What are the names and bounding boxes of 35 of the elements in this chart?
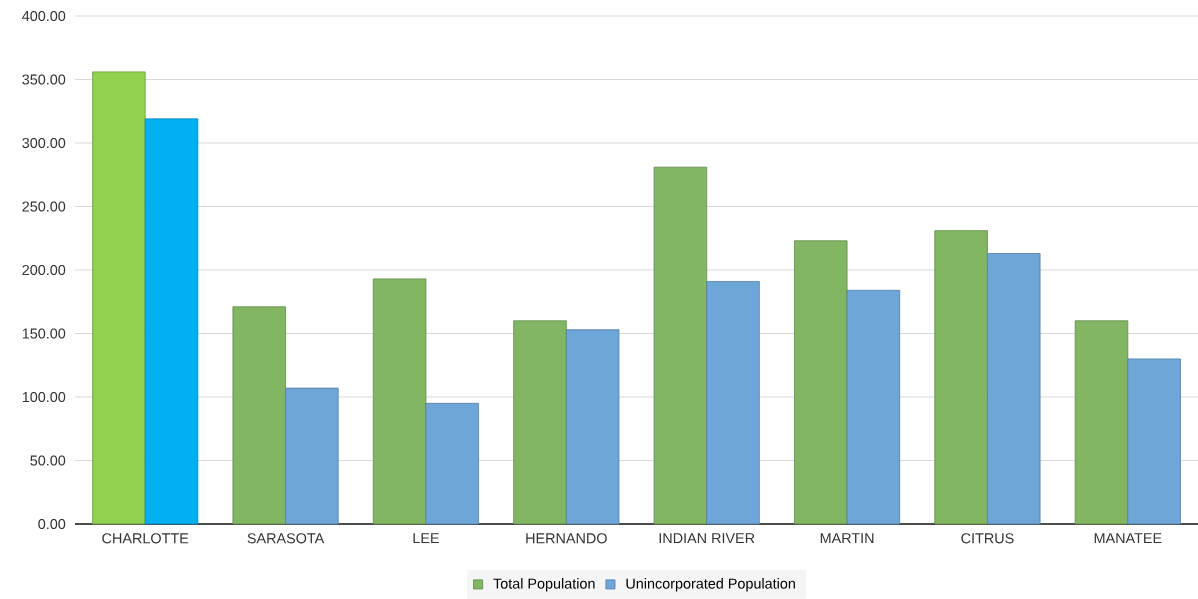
bar bbox=[987, 253, 1041, 525]
bar bbox=[425, 402, 479, 525]
y-tick-label: 400.00 bbox=[22, 10, 66, 22]
bar bbox=[92, 71, 146, 525]
bar bbox=[1074, 320, 1129, 525]
x-tick-label: LEE bbox=[413, 533, 439, 544]
y-tick-label: 150.00 bbox=[22, 328, 66, 339]
y-tick-label: 250.00 bbox=[22, 201, 66, 212]
bar bbox=[372, 278, 427, 525]
bar bbox=[513, 320, 567, 525]
y-tick-label: 350.00 bbox=[22, 74, 66, 85]
x-tick-label: MANATEE bbox=[1094, 533, 1162, 544]
x-tick-label: CHARLOTTE bbox=[102, 533, 189, 544]
bar bbox=[846, 289, 901, 525]
y-tick-label: 200.00 bbox=[22, 264, 66, 276]
bar bbox=[706, 281, 760, 525]
x-tick-label: CITRUS bbox=[961, 533, 1014, 544]
bar bbox=[934, 230, 988, 525]
y-tick-label: 100.00 bbox=[22, 391, 66, 403]
x-tick-label: INDIAN RIVER bbox=[659, 533, 755, 544]
x-tick-label: MARTIN bbox=[820, 533, 874, 544]
bar bbox=[565, 329, 620, 525]
bar bbox=[285, 387, 339, 525]
y-tick-label: 50.00 bbox=[30, 455, 66, 466]
y-tick-label: 0.00 bbox=[38, 518, 66, 530]
bar bbox=[653, 166, 708, 525]
x-tick-label: SARASOTA bbox=[247, 533, 325, 544]
bar bbox=[144, 118, 199, 525]
y-tick-label: 300.00 bbox=[22, 137, 66, 149]
legend-label: Unincorporated Population bbox=[626, 578, 795, 592]
x-tick-label: HERNANDO bbox=[526, 533, 607, 544]
bar bbox=[232, 306, 286, 525]
legend-label: Total Population bbox=[493, 578, 595, 592]
bar bbox=[1127, 358, 1181, 525]
bar bbox=[794, 240, 848, 525]
